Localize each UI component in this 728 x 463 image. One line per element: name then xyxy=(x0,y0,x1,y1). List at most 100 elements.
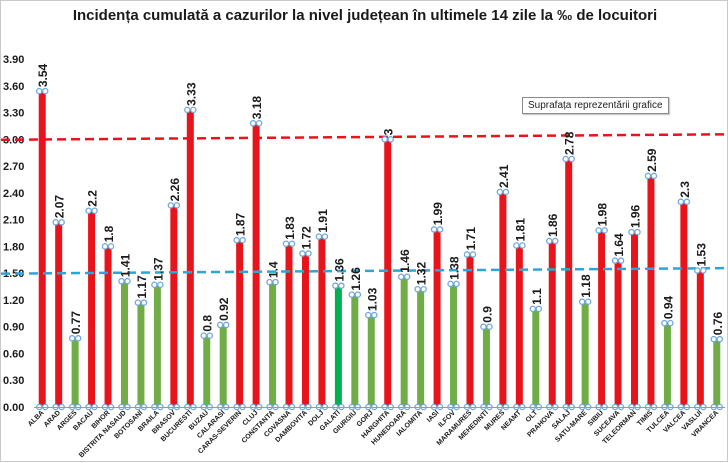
selection-handle[interactable] xyxy=(683,198,691,206)
bar[interactable] xyxy=(384,139,392,408)
selection-handle[interactable] xyxy=(354,291,362,298)
selection-handle[interactable] xyxy=(118,277,125,285)
selection-handle[interactable] xyxy=(288,240,296,247)
bar[interactable] xyxy=(680,201,688,407)
selection-handle[interactable] xyxy=(216,321,224,329)
bar[interactable] xyxy=(219,324,227,407)
bar[interactable] xyxy=(285,243,293,407)
selection-handle[interactable] xyxy=(338,282,345,289)
selection-handle[interactable] xyxy=(348,291,356,298)
bar[interactable] xyxy=(417,289,425,407)
bar[interactable] xyxy=(236,240,244,407)
selection-handle[interactable] xyxy=(447,280,454,288)
bar[interactable] xyxy=(104,246,112,407)
selection-handle[interactable] xyxy=(107,243,115,250)
selection-handle[interactable] xyxy=(677,198,685,206)
selection-handle[interactable] xyxy=(584,298,592,305)
selection-handle[interactable] xyxy=(463,251,471,258)
bar[interactable] xyxy=(499,191,507,407)
bar[interactable] xyxy=(120,281,128,407)
bar[interactable] xyxy=(38,91,46,407)
selection-handle[interactable] xyxy=(190,106,197,114)
bar[interactable] xyxy=(400,276,408,407)
selection-handle[interactable] xyxy=(700,267,707,274)
selection-handle[interactable] xyxy=(157,281,164,289)
selection-handle[interactable] xyxy=(496,188,504,196)
selection-handle[interactable] xyxy=(661,319,668,327)
bar[interactable] xyxy=(466,254,474,407)
selection-handle[interactable] xyxy=(91,207,98,214)
selection-handle[interactable] xyxy=(397,273,405,280)
selection-handle[interactable] xyxy=(601,227,608,234)
selection-handle[interactable] xyxy=(535,305,543,313)
bar[interactable] xyxy=(581,301,589,407)
bar[interactable] xyxy=(450,283,458,407)
selection-handle[interactable] xyxy=(617,257,625,264)
selection-handle[interactable] xyxy=(124,277,131,285)
bar[interactable] xyxy=(334,285,342,407)
bar[interactable] xyxy=(647,175,655,407)
selection-handle[interactable] xyxy=(52,219,59,226)
selection-handle[interactable] xyxy=(249,119,257,127)
bar[interactable] xyxy=(631,232,639,407)
bar[interactable] xyxy=(153,284,161,407)
selection-handle[interactable] xyxy=(546,237,553,245)
bar[interactable] xyxy=(203,335,211,407)
selection-handle[interactable] xyxy=(486,323,493,330)
selection-handle[interactable] xyxy=(469,251,477,258)
selection-handle[interactable] xyxy=(222,321,230,329)
selection-handle[interactable] xyxy=(151,281,158,289)
bar[interactable] xyxy=(696,270,704,407)
selection-handle[interactable] xyxy=(694,267,701,274)
selection-handle[interactable] xyxy=(74,335,82,342)
bar[interactable] xyxy=(88,210,96,407)
bar[interactable] xyxy=(71,338,79,407)
selection-handle[interactable] xyxy=(371,311,378,319)
selection-handle[interactable] xyxy=(710,335,718,343)
selection-handle[interactable] xyxy=(321,233,329,240)
selection-handle[interactable] xyxy=(716,335,724,343)
selection-handle[interactable] xyxy=(134,299,142,306)
selection-handle[interactable] xyxy=(101,243,109,250)
selection-handle[interactable] xyxy=(650,172,658,180)
selection-handle[interactable] xyxy=(611,257,619,264)
selection-handle[interactable] xyxy=(628,228,635,236)
bar[interactable] xyxy=(548,241,556,407)
bar[interactable] xyxy=(170,205,178,407)
selection-handle[interactable] xyxy=(529,305,537,313)
bar[interactable] xyxy=(433,229,441,407)
selection-handle[interactable] xyxy=(414,285,421,293)
bar[interactable] xyxy=(318,236,326,407)
selection-handle[interactable] xyxy=(68,335,76,342)
selection-handle[interactable] xyxy=(519,242,526,249)
selection-handle[interactable] xyxy=(255,119,263,127)
selection-handle[interactable] xyxy=(173,202,181,209)
selection-handle[interactable] xyxy=(85,207,92,214)
selection-handle[interactable] xyxy=(513,242,520,249)
selection-handle[interactable] xyxy=(282,240,290,247)
bar[interactable] xyxy=(598,230,606,407)
bar[interactable] xyxy=(137,302,145,407)
bar[interactable] xyxy=(515,245,523,407)
bar[interactable] xyxy=(367,315,375,407)
selection-handle[interactable] xyxy=(634,228,641,236)
selection-handle[interactable] xyxy=(578,298,586,305)
selection-handle[interactable] xyxy=(480,323,487,330)
selection-handle[interactable] xyxy=(167,202,175,209)
selection-handle[interactable] xyxy=(387,136,394,143)
bar[interactable] xyxy=(252,123,260,407)
selection-handle[interactable] xyxy=(200,332,207,339)
selection-handle[interactable] xyxy=(315,233,323,240)
selection-handle[interactable] xyxy=(568,155,575,163)
selection-handle[interactable] xyxy=(35,87,43,95)
selection-handle[interactable] xyxy=(667,319,674,327)
selection-handle[interactable] xyxy=(239,236,246,244)
selection-handle[interactable] xyxy=(502,188,510,196)
selection-handle[interactable] xyxy=(595,227,602,234)
selection-handle[interactable] xyxy=(299,250,306,257)
selection-handle[interactable] xyxy=(365,311,372,319)
bar[interactable] xyxy=(614,260,622,407)
selection-handle[interactable] xyxy=(272,278,279,286)
selection-handle[interactable] xyxy=(332,282,339,289)
